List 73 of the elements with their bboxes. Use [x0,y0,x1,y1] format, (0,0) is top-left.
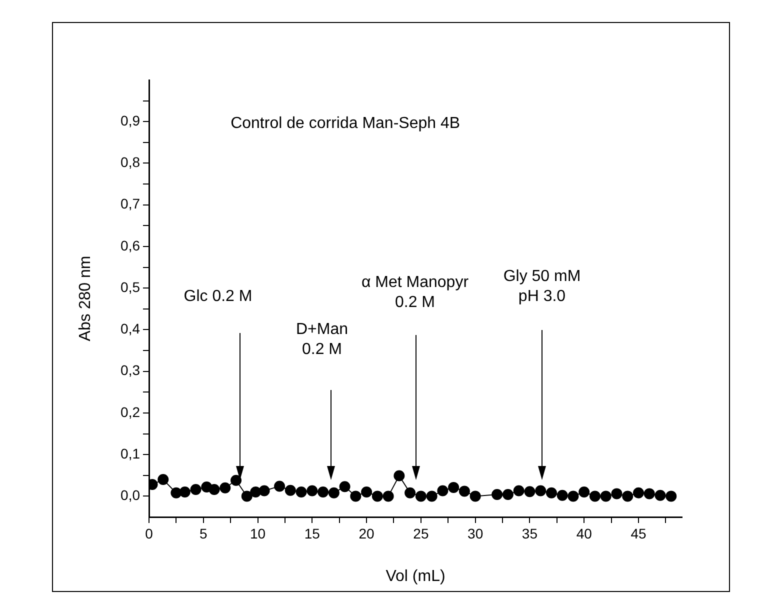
y-tick-label: 0,8 [120,154,140,170]
x-axis-title: Vol (mL) [386,568,446,585]
point [556,490,568,501]
point [622,490,634,502]
point [250,486,262,498]
x-tick-label: 30 [468,525,484,542]
point [382,490,394,502]
y-tick-label: 0,1 [120,445,140,462]
point [361,486,372,498]
point [306,485,318,496]
point [568,490,579,502]
point [220,482,231,494]
point [339,481,350,492]
point [404,487,416,498]
point [502,489,514,500]
point [654,490,666,501]
point [284,484,296,496]
x-tick-label: 5 [199,525,208,542]
point [448,482,460,493]
point [258,485,270,496]
point [611,488,622,500]
y-tick-label: 0,0 [120,487,140,504]
point [158,474,169,486]
point [546,487,557,498]
text: Control de corrida Man-Seph 4B [230,115,460,132]
point [170,487,182,498]
x-tick-label: 20 [358,525,375,542]
x-tick-label: 40 [576,525,592,542]
point [208,484,220,496]
point [437,485,448,496]
y-axis-title: Abs 280 nm [77,256,94,342]
point [372,490,383,502]
y-tick-label: 0,2 [120,404,140,420]
point [426,490,438,502]
y-tick-label: 0,3 [120,362,140,378]
point [513,485,524,496]
point [350,490,362,502]
y-tick-label: 0,9 [120,112,140,128]
y-tick-label: 0,4 [120,320,140,337]
point [589,490,600,502]
point [644,488,655,500]
point [394,470,405,482]
x-tick-label: 45 [630,525,646,542]
point [470,490,481,502]
annotation: Glc 0.2 M [184,287,252,307]
y-tick-label: 0,7 [120,196,140,212]
x-tick-label: 15 [304,525,320,542]
point [632,487,644,498]
point [666,490,677,502]
y-tick-label: 0,5 [120,278,140,295]
x-tick-label: 10 [250,525,266,542]
point [179,486,190,498]
point [535,485,546,496]
point [328,487,340,498]
point [296,486,307,498]
annotation: Gly 50 mM pH 3.0 [503,267,581,307]
point [578,486,590,498]
x-tick-label: 25 [413,525,429,542]
point [241,490,252,502]
annotation: D+Man 0.2 M [296,320,348,360]
point [600,490,612,502]
point [458,486,470,497]
x-tick-label: 0 [145,525,154,542]
point [190,484,202,496]
point [415,490,426,502]
annotation: α Met Manopyr 0.2 M [361,273,469,313]
point [230,474,242,486]
point [274,480,286,492]
point [492,489,503,500]
x-tick-label: 35 [522,525,538,542]
point [524,486,536,498]
y-tick-label: 0,6 [120,237,140,254]
point [318,486,329,498]
